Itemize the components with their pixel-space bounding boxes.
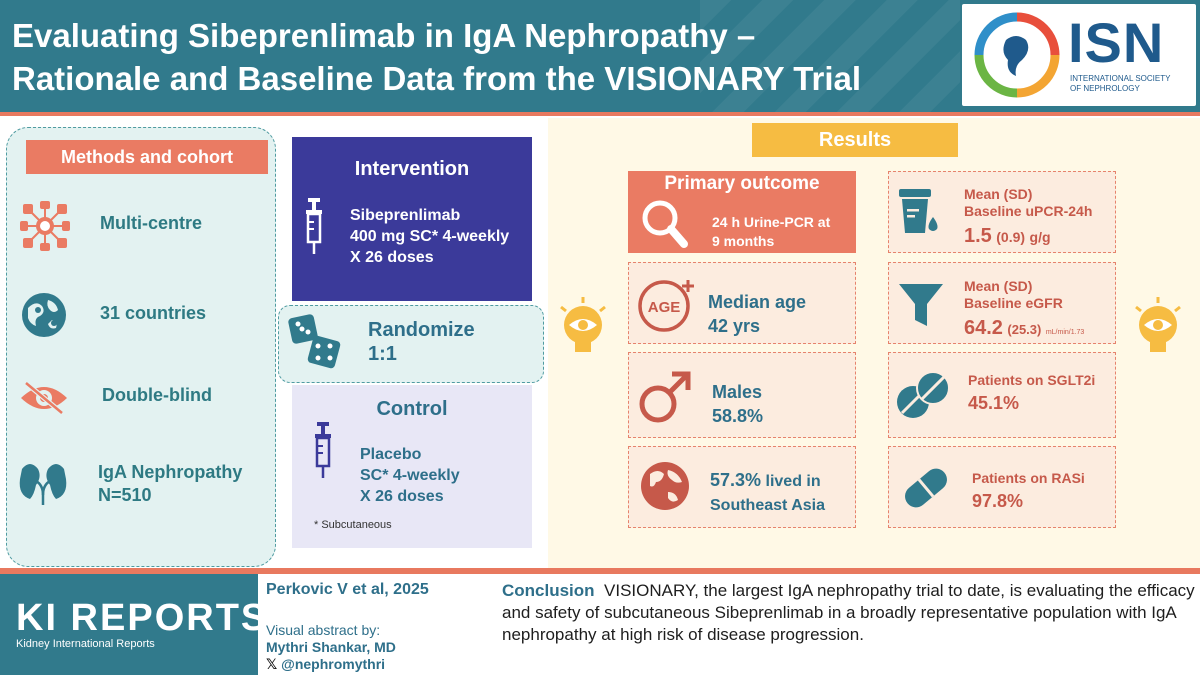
age-value: 42 yrs <box>708 316 761 336</box>
world-map-icon <box>22 293 66 337</box>
citation: Perkovic V et al, 2025 <box>266 581 429 598</box>
funnel-icon <box>899 284 943 326</box>
eye-slash-icon <box>21 381 67 415</box>
randomize-label: Randomize <box>368 319 475 341</box>
egfr-sd: (25.3) <box>1007 322 1042 337</box>
methods-item-countries: 31 countries <box>100 303 207 323</box>
males-card <box>628 352 856 438</box>
egfr-line-2: Baseline eGFR <box>964 295 1063 311</box>
control-doses: X 26 doses <box>360 488 444 505</box>
egfr-stat: Mean (SD) Baseline eGFR 64.2 (25.3) mL/m… <box>964 278 1084 340</box>
rasi-label: Patients on RASi <box>972 470 1085 486</box>
syringe-icon <box>306 198 322 254</box>
males-value: 58.8% <box>712 406 764 426</box>
journal-title: KI REPORTS <box>16 597 269 639</box>
sglt2-label: Patients on SGLT2i <box>968 372 1096 388</box>
magnifier-icon <box>642 200 688 248</box>
males-label: Males <box>712 382 763 402</box>
egfr-unit: mL/min/1.73 <box>1045 329 1085 336</box>
sglt2-value: 45.1% <box>968 393 1020 413</box>
title-line-1: Evaluating Sibeprenlimab in IgA Nephropa… <box>12 17 756 54</box>
rasi-value: 97.8% <box>972 491 1024 511</box>
intervention-doses: X 26 doses <box>350 249 434 266</box>
sglt2-stat: Patients on SGLT2i 45.1% <box>968 372 1095 414</box>
conclusion-text: VISIONARY, the largest IgA nephropathy t… <box>502 581 1195 644</box>
age-icon: AGE <box>638 280 694 332</box>
intervention-box <box>292 137 532 301</box>
control-drug: Placebo <box>360 446 422 463</box>
title-line-2: Rationale and Baseline Data from the VIS… <box>12 60 862 97</box>
isn-logo-sub-1: INTERNATIONAL SOCIETY <box>1070 74 1171 83</box>
dice-icon <box>288 314 341 369</box>
egfr-line-1: Mean (SD) <box>964 278 1033 294</box>
methods-item-iga: IgA Nephropathy N=510 <box>98 461 242 507</box>
intervention-title: Intervention <box>354 158 470 180</box>
egfr-value: 64.2 <box>964 317 1003 339</box>
isn-logo-sub-2: OF NEPHROLOGY <box>1070 84 1140 93</box>
region-value: 57.3% <box>710 470 762 490</box>
male-symbol-icon <box>639 371 691 423</box>
header-divider <box>0 112 1200 116</box>
control-box <box>292 385 532 548</box>
upcr-value: 1.5 <box>964 225 992 247</box>
footnote: * Subcutaneous <box>314 519 392 531</box>
network-icon <box>20 201 70 251</box>
control-dose: SC* 4-weekly <box>360 467 460 484</box>
upcr-line-2: Baseline uPCR-24h <box>964 203 1093 219</box>
age-label: Median age <box>708 292 807 312</box>
handle-text: @nephromythri <box>281 656 386 672</box>
primary-outcome-title: Primary outcome <box>664 173 820 194</box>
primary-outcome-text: 24 h Urine-PCR at 9 months <box>712 213 830 251</box>
control-title: Control <box>376 398 448 420</box>
isn-logo-subtitle: INTERNATIONAL SOCIETY OF NEPHROLOGY <box>1070 74 1190 94</box>
age-icon-text: AGE <box>648 299 681 316</box>
conclusion-label: Conclusion <box>502 581 595 600</box>
syringe-icon <box>315 422 331 478</box>
kidney-icon <box>19 464 67 505</box>
conclusion: Conclusion VISIONARY, the largest IgA ne… <box>502 580 1196 646</box>
region-stat: 57.3% lived in Southeast Asia <box>710 468 825 518</box>
intervention-details: Sibeprenlimab 400 mg SC* 4-weekly X 26 d… <box>350 205 509 268</box>
author-handle[interactable]: 𝕏 @nephromythri <box>266 656 385 673</box>
intervention-drug: Sibeprenlimab <box>350 207 461 224</box>
lightbulb-eye-icon <box>560 297 606 352</box>
region-text-2: Southeast Asia <box>710 497 825 514</box>
upcr-stat: Mean (SD) Baseline uPCR-24h 1.5 (0.9) g/… <box>964 186 1092 248</box>
visual-abstract-label: Visual abstract by: <box>266 622 381 638</box>
page-title: Evaluating Sibeprenlimab in IgA Nephropa… <box>12 14 912 100</box>
upcr-unit: g/g <box>1029 229 1051 245</box>
journal-subtitle: Kidney International Reports <box>16 638 155 650</box>
iga-count: N=510 <box>98 485 152 505</box>
primary-outcome-line-2: 9 months <box>712 233 775 249</box>
footer-divider <box>0 568 1200 574</box>
pills-icon <box>897 371 950 418</box>
randomize-ratio: 1:1 <box>368 343 397 365</box>
rasi-stat: Patients on RASi 97.8% <box>972 470 1085 512</box>
methods-panel <box>6 127 276 567</box>
males-stat: Males 58.8% <box>712 380 763 428</box>
isn-logo-word: ISN <box>1068 11 1165 74</box>
results-heading: Results <box>752 123 958 157</box>
region-text-1: lived in <box>765 473 821 490</box>
iga-label: IgA Nephropathy <box>98 462 243 482</box>
capsule-icon <box>905 468 947 508</box>
upcr-line-1: Mean (SD) <box>964 186 1033 202</box>
age-stat: Median age 42 yrs <box>708 290 806 338</box>
control-details: Placebo SC* 4-weekly X 26 doses <box>360 444 460 507</box>
randomize-text: Randomize 1:1 <box>368 318 475 366</box>
methods-heading: Methods and cohort <box>26 140 268 174</box>
intervention-dose: 400 mg SC* 4-weekly <box>350 228 510 245</box>
primary-outcome-line-1: 24 h Urine-PCR at <box>712 214 831 230</box>
journal-logo <box>0 574 258 675</box>
x-logo-icon: 𝕏 <box>266 656 278 672</box>
urine-cup-icon <box>899 189 938 233</box>
primary-outcome-card <box>628 171 856 253</box>
methods-item-multicentre: Multi-centre <box>100 213 203 233</box>
methods-item-double-blind: Double-blind <box>102 385 212 405</box>
globe-icon <box>641 462 689 510</box>
lightbulb-eye-icon <box>1135 297 1181 352</box>
author-name: Mythri Shankar, MD <box>266 639 396 655</box>
upcr-sd: (0.9) <box>996 229 1026 245</box>
isn-globe-icon <box>974 12 1060 98</box>
